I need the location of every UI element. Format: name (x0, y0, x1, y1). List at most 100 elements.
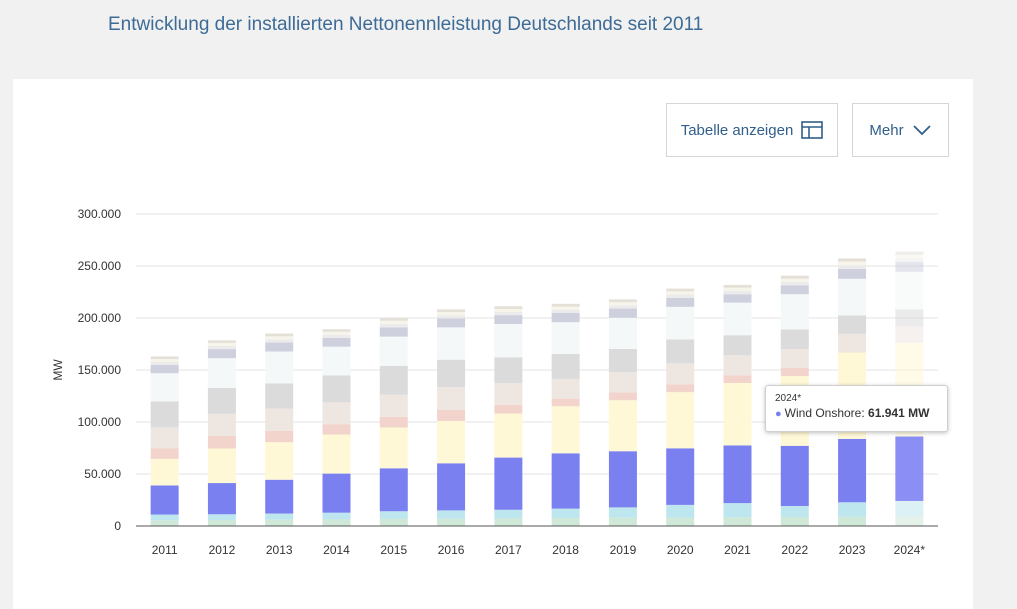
bar-segment (322, 346, 351, 376)
bar-segment (838, 333, 867, 353)
y-tick-label: 150.000 (78, 363, 122, 377)
bar-segment (666, 294, 695, 298)
bar-segment (723, 375, 752, 383)
bar-segment (551, 508, 580, 519)
x-tick-label: 2022 (781, 543, 808, 557)
bar-segment (322, 473, 351, 513)
bar-segment (322, 375, 351, 403)
show-table-button[interactable]: Tabelle anzeigen (666, 103, 838, 157)
bar-segment (207, 519, 236, 526)
tooltip-year: 2024* (775, 393, 802, 404)
bar-segment (895, 516, 924, 526)
bar-segment (723, 284, 752, 288)
bar-segment (265, 408, 294, 431)
bar-segment (265, 430, 294, 443)
bar-segment (666, 392, 695, 449)
bar-segment (780, 281, 809, 286)
bar-segment (150, 448, 179, 459)
more-button[interactable]: Mehr (852, 103, 949, 157)
bar-segment (322, 434, 351, 474)
bar-segment (608, 372, 637, 393)
bar-segment (207, 342, 236, 346)
bar-segment (838, 265, 867, 269)
y-tick-label: 50.000 (84, 467, 121, 481)
bar-segment (379, 336, 408, 366)
bar-segment (437, 463, 466, 511)
bar-segment (838, 278, 867, 316)
bar-segment (150, 373, 179, 402)
bar-segment (265, 519, 294, 526)
x-tick-label: 2023 (839, 543, 866, 557)
bar-segment (437, 309, 466, 313)
x-tick-label: 2019 (610, 543, 637, 557)
bar-segment (494, 509, 523, 519)
tooltip-series-name: Wind Onshore: (784, 406, 865, 420)
bar-segment (207, 340, 236, 343)
bar-segment (780, 367, 809, 377)
bar-segment (437, 510, 466, 519)
bar-segment (322, 329, 351, 332)
bar-segment (322, 337, 351, 347)
bar-segment (666, 306, 695, 340)
bar-segment (895, 436, 924, 501)
bar-segment (437, 518, 466, 526)
y-tick-label: 100.000 (78, 415, 122, 429)
bar-segment (265, 342, 294, 352)
bar-segment (494, 457, 523, 510)
page-title: Entwicklung der installierten Nettonennl… (108, 14, 704, 35)
bar-segment (780, 294, 809, 330)
bar-segment (780, 445, 809, 507)
bar-segment (379, 511, 408, 519)
bar-segment (265, 513, 294, 520)
bar-segment (551, 353, 580, 379)
bar-segment (494, 324, 523, 358)
bar-segment (265, 383, 294, 409)
bar-segment (494, 404, 523, 414)
bar-segment (207, 358, 236, 388)
bar-segment (494, 311, 523, 316)
bar-segment (551, 453, 580, 509)
bar-segment (379, 518, 408, 526)
bar-segment (379, 416, 408, 428)
table-icon (801, 121, 824, 139)
bar-segment (207, 435, 236, 449)
bar-segment (265, 442, 294, 480)
bar-segment (895, 271, 924, 310)
chart-tooltip: 2024* ● Wind Onshore: 61.941 MW (765, 385, 948, 432)
bar-segment (551, 398, 580, 407)
bar-segment (666, 291, 695, 295)
bar-segment (379, 394, 408, 417)
bar-segment (551, 313, 580, 323)
bar-segment (322, 519, 351, 526)
y-tick-label: 200.000 (78, 311, 122, 325)
bar-segment (494, 518, 523, 526)
bar-segment (379, 323, 408, 328)
y-tick-label: 250.000 (78, 259, 122, 273)
x-tick-label: 2024* (894, 543, 926, 557)
bar-segment (895, 326, 924, 343)
bar-segment (666, 288, 695, 292)
bar-segment (723, 287, 752, 291)
x-tick-label: 2012 (209, 543, 236, 557)
bar-segment (838, 268, 867, 279)
bar-segment (494, 306, 523, 309)
bar-segment (437, 420, 466, 464)
bar-segment (322, 402, 351, 425)
bar-segment (838, 502, 867, 517)
bar-segment (723, 294, 752, 303)
more-label: Mehr (869, 121, 904, 139)
bar-segment (322, 331, 351, 335)
y-axis-title: MW (51, 359, 65, 381)
x-tick-label: 2014 (323, 543, 350, 557)
bar-segment (666, 448, 695, 505)
bar-segment (207, 448, 236, 484)
bar-segment (494, 357, 523, 384)
chevron-down-icon (912, 124, 932, 136)
bar-segment (322, 334, 351, 338)
bar-segment (494, 315, 523, 325)
bar-segment (265, 339, 294, 343)
bar-segment (723, 335, 752, 356)
bar-segment (379, 427, 408, 469)
stacked-bar-chart: 0 50.000 100.000 150.000 200.000 250.000 300.0… (51, 207, 938, 557)
bar-segment (608, 299, 637, 303)
